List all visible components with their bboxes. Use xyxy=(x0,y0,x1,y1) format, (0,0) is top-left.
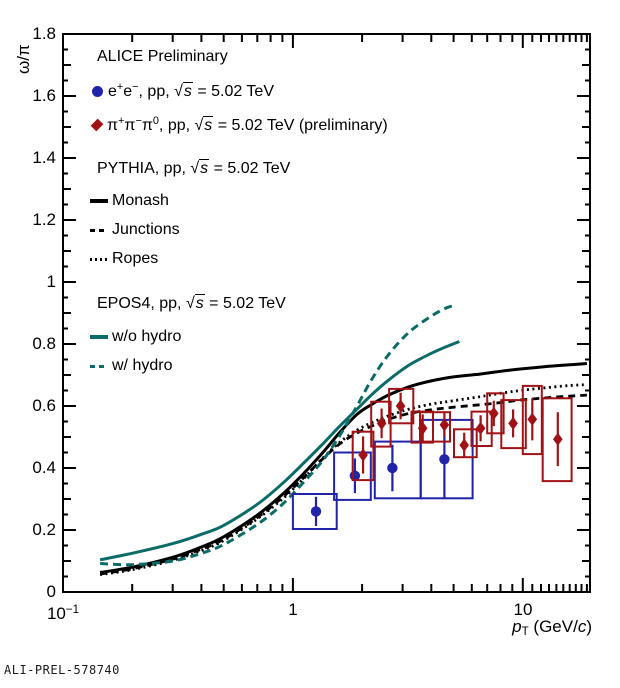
legend-header-pythia: PYTHIA, pp, √s = 5.02 TeV xyxy=(97,158,290,180)
pipipi-pp-5.02TeV-marker xyxy=(527,412,538,426)
y-tick-label: 1.4 xyxy=(32,148,56,167)
y-tick-label: 0.6 xyxy=(32,396,56,415)
y-tick-label: 0.2 xyxy=(32,520,56,539)
teal-dashed-line-icon xyxy=(90,364,108,368)
legend-header-alice: ALICE Preliminary xyxy=(97,46,228,68)
blue-circle-marker-icon xyxy=(92,85,103,97)
legend-item-w-hydro: w/ hydro xyxy=(90,355,172,377)
legend-label-pythia: PYTHIA, pp, √s = 5.02 TeV xyxy=(97,159,291,177)
solid-line-icon xyxy=(90,199,108,203)
y-tick-label: 0.4 xyxy=(32,458,56,477)
pipipi-pp-5.02TeV-marker xyxy=(376,416,387,430)
pipipi-pp-5.02TeV-marker xyxy=(358,448,368,462)
chart-canvas xyxy=(62,33,591,593)
curve-epos4-w-hydro xyxy=(100,303,456,567)
curve-pythia-junctions xyxy=(99,393,587,576)
pipipi-pp-5.02TeV-marker xyxy=(553,432,563,446)
legend-label-ee: e+e−, pp, √s = 5.02 TeV xyxy=(108,81,274,100)
legend-header-epos4: EPOS4, pp, √s = 5.02 TeV xyxy=(97,293,286,315)
y-tick-label: 1 xyxy=(46,272,56,291)
ee-pp-5.02TeV-syst-box xyxy=(373,440,422,500)
legend-item-ee: e+e−, pp, √s = 5.02 TeV xyxy=(90,80,274,102)
pipipi-pp-5.02TeV-marker xyxy=(475,421,486,435)
legend-item-pipipi: π+π−π0, pp, √s = 5.02 TeV (preliminary) xyxy=(90,114,388,136)
teal-solid-line-icon xyxy=(90,335,108,339)
pipipi-pp-5.02TeV-syst-box xyxy=(500,399,527,450)
y-tick-label: 1.6 xyxy=(32,86,56,105)
legend-label-w-hydro: w/ hydro xyxy=(112,357,173,374)
pipipi-pp-5.02TeV-marker xyxy=(459,438,469,452)
legend-label-monash: Monash xyxy=(112,192,169,209)
legend-label-pipipi: π+π−π0, pp, √s = 5.02 TeV (preliminary) xyxy=(107,115,388,134)
ee-pp-5.02TeV-marker xyxy=(387,462,398,474)
figure-id-watermark: ALI-PREL-578740 xyxy=(4,663,120,677)
pipipi-pp-5.02TeV-syst-box xyxy=(486,392,505,435)
pipipi-pp-5.02TeV-syst-box xyxy=(541,397,573,483)
dotted-line-icon xyxy=(90,257,108,261)
ee-pp-5.02TeV-marker xyxy=(439,454,450,465)
x-tick-label: 1 xyxy=(288,600,298,619)
pipipi-pp-5.02TeV-syst-box xyxy=(453,428,478,459)
y-axis-title: ω/π xyxy=(14,44,33,74)
pipipi-pp-5.02TeV-marker xyxy=(489,406,499,420)
legend-item-junctions: Junctions xyxy=(90,219,180,241)
pipipi-pp-5.02TeV-syst-box xyxy=(470,410,493,448)
legend-label-wo-hydro: w/o hydro xyxy=(112,328,182,345)
x-tick-label: 10 xyxy=(513,600,533,619)
y-tick-label: 1.8 xyxy=(32,24,56,43)
pipipi-pp-5.02TeV-syst-box xyxy=(388,387,415,425)
legend-label-ropes: Ropes xyxy=(112,250,159,267)
ee-pp-5.02TeV-marker xyxy=(310,506,322,517)
ee-pp-5.02TeV-syst-box xyxy=(291,493,338,530)
y-tick-label: 0.8 xyxy=(32,334,56,353)
legend-label-junctions: Junctions xyxy=(112,221,180,238)
red-diamond-marker-icon xyxy=(90,118,104,132)
pipipi-pp-5.02TeV-marker xyxy=(395,399,406,413)
pipipi-pp-5.02TeV-syst-box xyxy=(351,430,375,482)
y-tick-label: 1.2 xyxy=(32,210,56,229)
curve-pythia-ropes xyxy=(99,383,587,576)
x-axis-title: pT (GeV/c) xyxy=(512,617,592,638)
legend-label-alice: ALICE Preliminary xyxy=(97,48,228,65)
legend-label-epos4: EPOS4, pp, √s = 5.02 TeV xyxy=(97,294,286,312)
y-tick-label: 0 xyxy=(46,582,56,601)
ee-pp-5.02TeV-syst-box xyxy=(419,418,474,500)
x-tick-label: 10−1 xyxy=(46,604,80,623)
pipipi-pp-5.02TeV-marker xyxy=(417,421,428,435)
curve-epos4-wo-hydro xyxy=(99,340,460,562)
legend-item-monash: Monash xyxy=(90,190,169,212)
pipipi-pp-5.02TeV-marker xyxy=(508,416,518,430)
dashed-line-icon xyxy=(90,228,108,232)
pipipi-pp-5.02TeV-marker xyxy=(439,418,450,432)
curve-pythia-monash xyxy=(99,362,588,574)
legend-item-wo-hydro: w/o hydro xyxy=(90,326,181,348)
legend-item-ropes: Ropes xyxy=(90,248,158,270)
